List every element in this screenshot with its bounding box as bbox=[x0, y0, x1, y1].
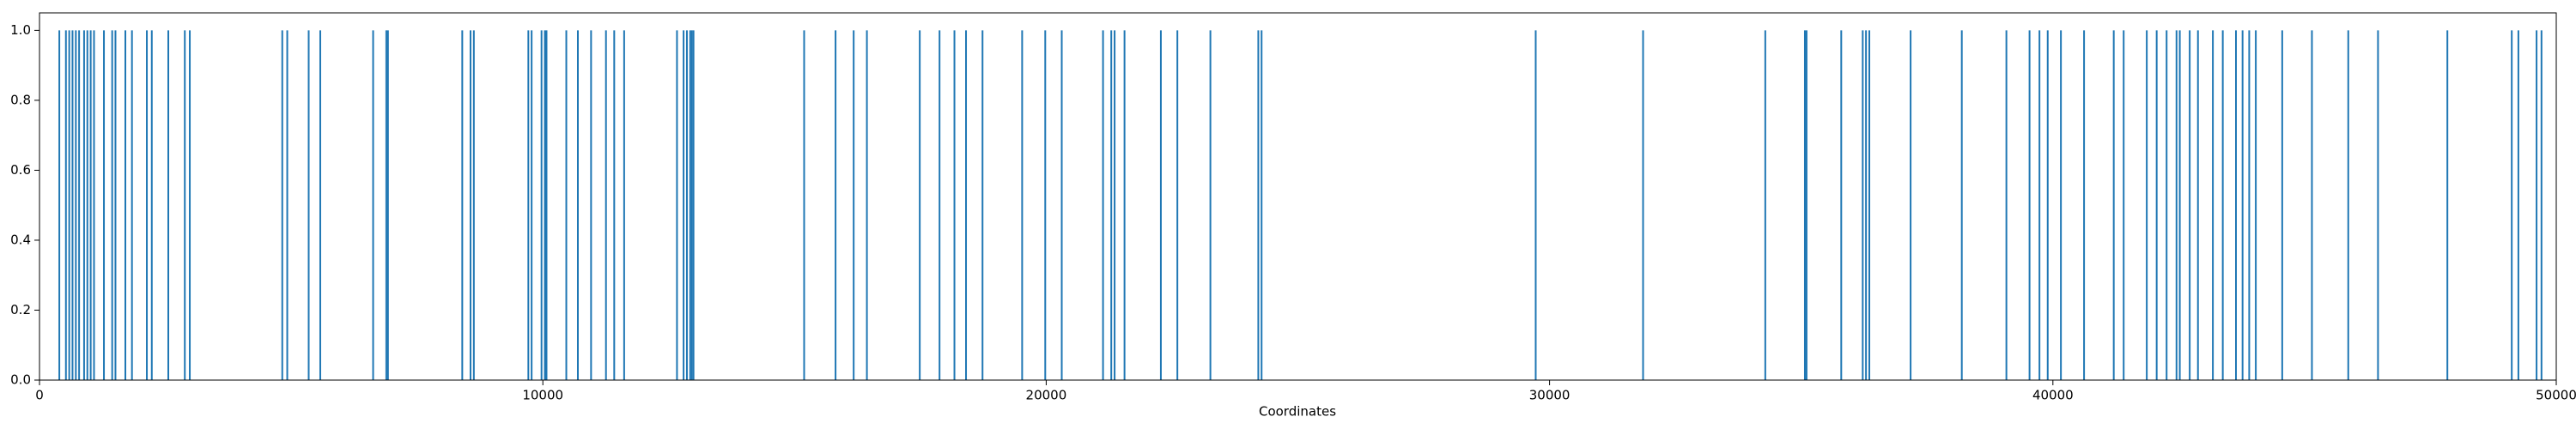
x-tick-label: 30000 bbox=[1529, 388, 1571, 403]
y-tick-label: 0.4 bbox=[10, 232, 31, 247]
x-tick-label: 0 bbox=[35, 388, 44, 403]
y-tick-label: 0.2 bbox=[10, 302, 31, 317]
x-tick-label: 20000 bbox=[1026, 388, 1067, 403]
y-tick-label: 0.0 bbox=[10, 372, 31, 388]
x-tick-label: 10000 bbox=[522, 388, 563, 403]
plot-frame bbox=[39, 12, 2557, 381]
x-tick-label: 40000 bbox=[2032, 388, 2074, 403]
y-tick-label: 1.0 bbox=[10, 22, 31, 38]
x-tick-label: 50000 bbox=[2536, 388, 2576, 403]
x-axis-label: Coordinates bbox=[1259, 404, 1336, 420]
y-tick-label: 0.6 bbox=[10, 162, 31, 178]
y-tick-label: 0.8 bbox=[10, 92, 31, 107]
